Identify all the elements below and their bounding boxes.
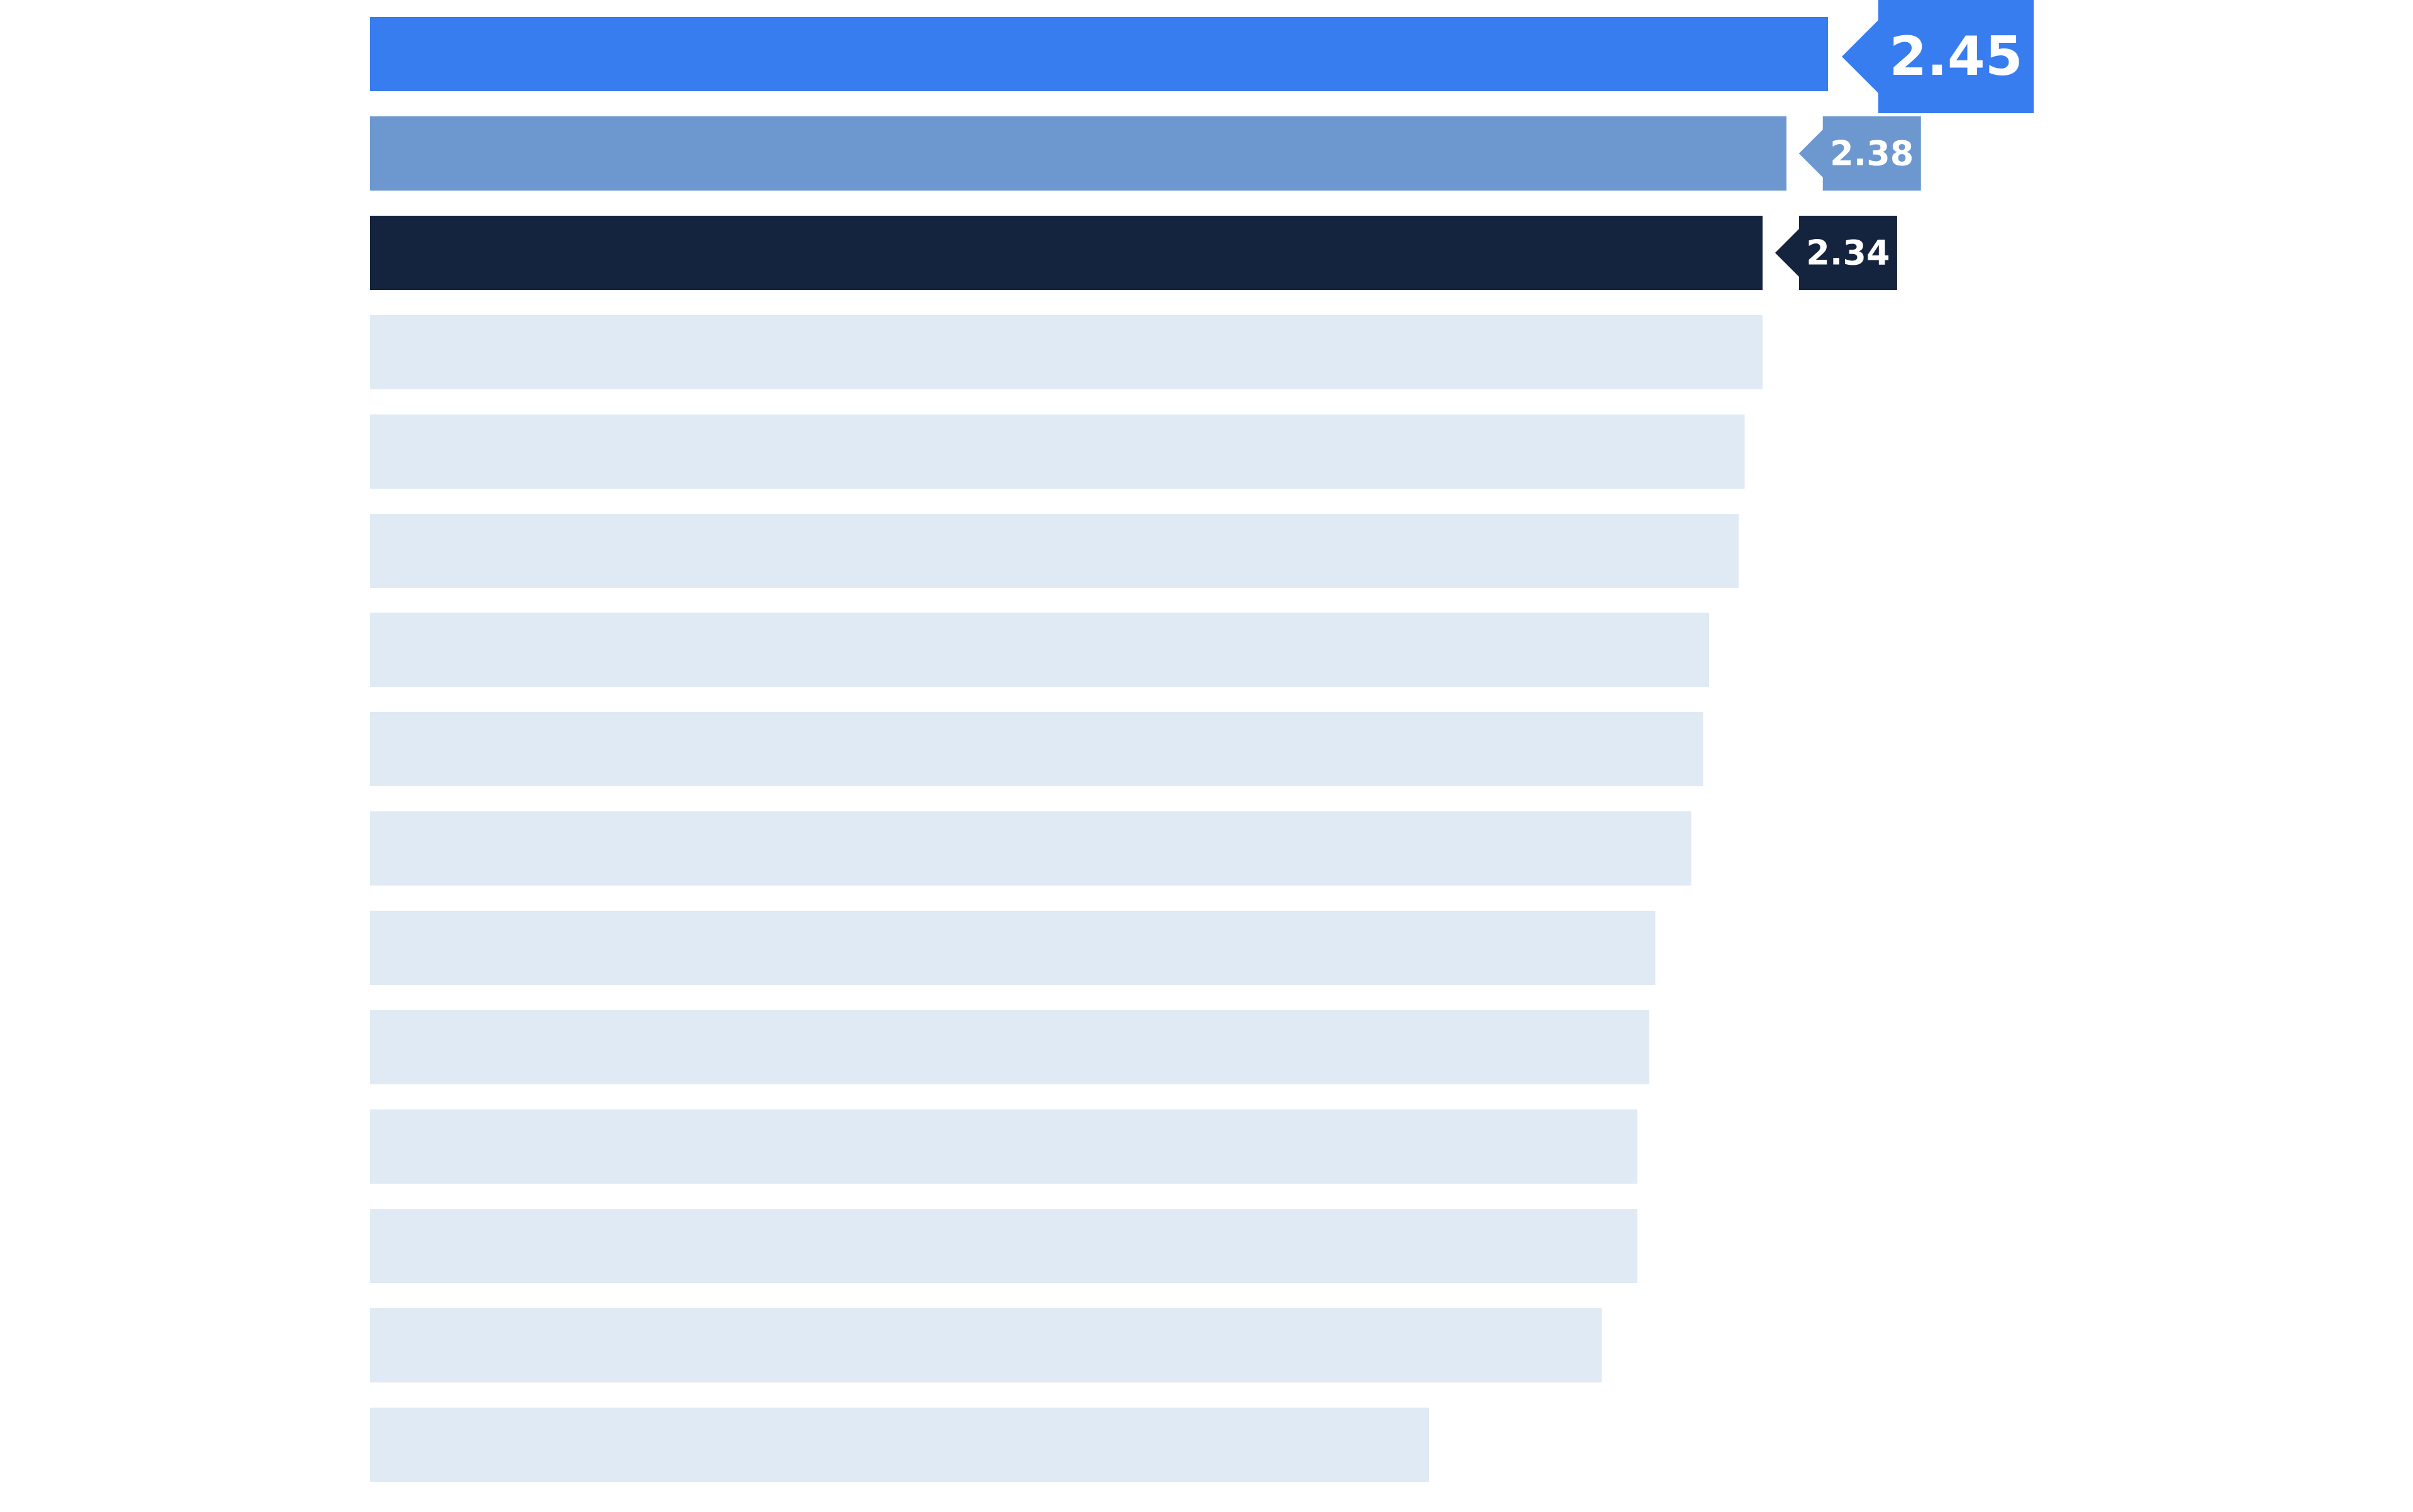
bar-13	[370, 1209, 1638, 1283]
bar-2	[370, 116, 1786, 191]
bar-9	[370, 811, 1691, 886]
value-callout-1: 2.45	[1842, 0, 2034, 113]
bar-15	[370, 1408, 1430, 1482]
bar-4	[370, 315, 1763, 389]
data-label-2: 2.38	[1830, 134, 1914, 174]
bar-7	[370, 613, 1709, 687]
callout-box	[1798, 116, 1921, 191]
callout-box	[1775, 216, 1897, 290]
bar-11	[370, 1010, 1650, 1084]
data-label-3: 2.34	[1806, 233, 1890, 273]
bar-10	[370, 911, 1656, 985]
bar-5	[370, 414, 1745, 489]
bars-group	[370, 17, 1828, 1482]
value-callout-2: 2.38	[1798, 116, 1921, 191]
bar-1	[370, 17, 1828, 91]
bar-12	[370, 1109, 1638, 1184]
bar-3	[370, 216, 1763, 290]
bar-8	[370, 712, 1703, 786]
bar-14	[370, 1308, 1602, 1382]
data-label-1: 2.45	[1889, 25, 2022, 88]
bar-6	[370, 514, 1739, 588]
callout-box	[1842, 0, 2034, 113]
value-callouts-group: 2.45 2.38 2.34	[1775, 0, 2034, 290]
value-callout-3: 2.34	[1775, 216, 1897, 290]
